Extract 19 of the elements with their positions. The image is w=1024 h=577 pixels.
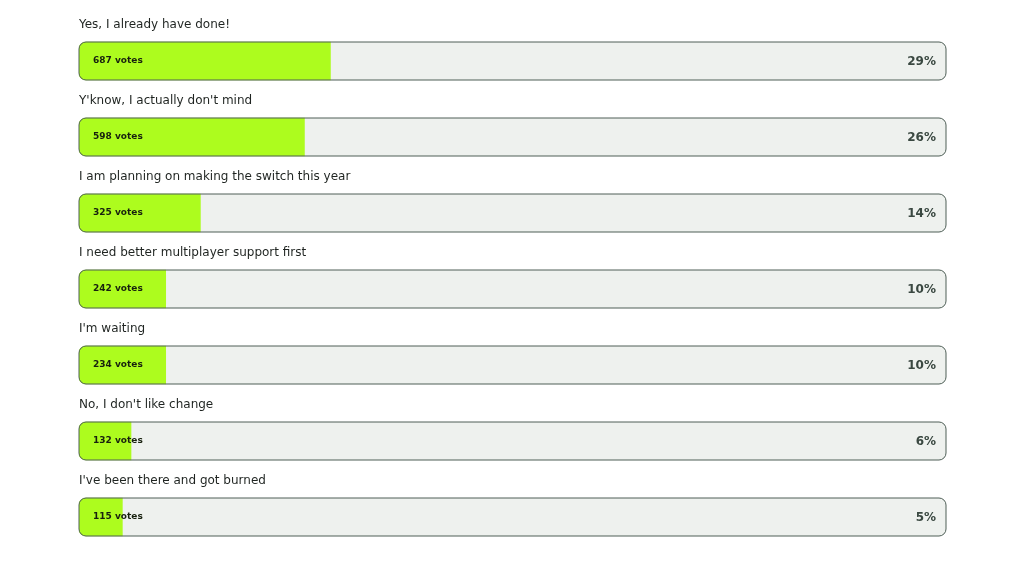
y-tick-label: I am planning on making the switch this year (79, 169, 351, 184)
y-tick-label: Yes, I already have done! (78, 17, 230, 32)
data-label: 6% (915, 434, 936, 449)
annotation: 325 votes (93, 207, 143, 218)
data-label: 10% (907, 358, 936, 373)
annotation: 234 votes (93, 359, 143, 370)
data-label: 5% (915, 510, 936, 525)
y-tick-label: I'm waiting (79, 321, 146, 336)
annotation: 598 votes (93, 131, 143, 142)
y-tick-label: Y'know, I actually don't mind (78, 93, 253, 108)
annotation: 242 votes (93, 283, 143, 294)
data-label: 14% (907, 206, 936, 221)
data-label: 29% (907, 54, 936, 69)
data-label: 26% (907, 130, 936, 145)
y-tick-label: I've been there and got burned (79, 473, 266, 488)
data-label: 10% (907, 282, 936, 297)
annotation: 687 votes (93, 55, 143, 66)
y-tick-label: I need better multiplayer support first (79, 245, 307, 260)
y-tick-label: No, I don't like change (79, 397, 214, 412)
